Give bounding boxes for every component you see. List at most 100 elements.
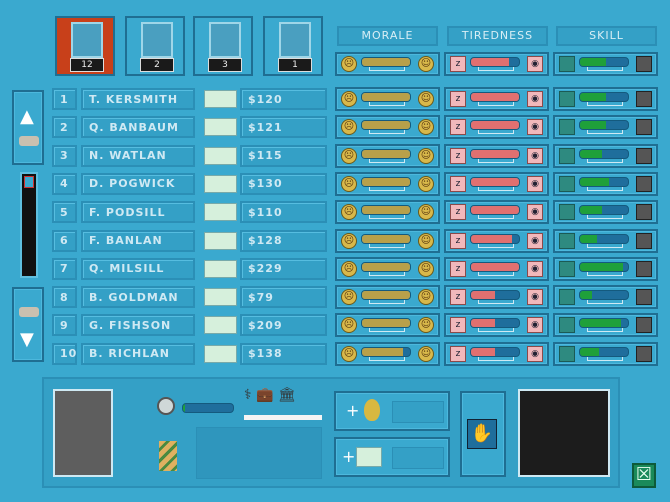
level-bar [361, 290, 411, 301]
cheque-icon [356, 447, 382, 467]
sleep-icon: z [450, 147, 466, 164]
sad-face-icon: ☹ [341, 289, 357, 306]
sad-face-icon: ☹ [341, 91, 357, 107]
level-bar [470, 176, 520, 187]
close-button[interactable]: ☒ [632, 463, 656, 488]
staff-name[interactable]: G. FISHSON [81, 314, 195, 337]
skill-meter [553, 87, 658, 111]
computer-icon [636, 289, 652, 306]
raise-button[interactable]: + [334, 437, 450, 477]
chip-icon [559, 175, 575, 192]
chip-icon [559, 204, 575, 221]
level-bar [579, 318, 629, 329]
sack-button[interactable]: ✋ [460, 391, 506, 477]
staff-type-tab[interactable]: 1 [263, 16, 323, 76]
staff-number[interactable]: 6 [52, 229, 77, 252]
staff-type-tab[interactable]: 12 [55, 16, 115, 76]
staff-number[interactable]: 2 [52, 116, 77, 139]
staff-number[interactable]: 1 [52, 88, 77, 110]
doctor-portrait-icon [71, 22, 103, 58]
sleep-icon: z [450, 175, 466, 192]
sleep-icon: z [450, 119, 466, 136]
level-bar [361, 318, 411, 329]
staff-group-icon [19, 136, 39, 146]
staff-name[interactable]: Q. MILSILL [81, 257, 195, 280]
skill-meter [553, 52, 658, 76]
happy-face-icon: ☺ [418, 232, 434, 249]
staff-name[interactable]: B. RICHLAN [81, 342, 195, 365]
staff-salary: $115 [240, 144, 327, 167]
staff-name[interactable]: D. POGWICK [81, 172, 195, 195]
cheque-icon [204, 90, 237, 108]
tiredness-meter: z ◉ [444, 87, 549, 111]
scrollbar-thumb[interactable] [24, 176, 34, 188]
staff-name[interactable]: F. PODSILL [81, 201, 195, 224]
morale-meter: ☹ ☺ [335, 171, 440, 196]
money-bag-icon [364, 399, 380, 421]
level-bar [361, 261, 411, 272]
staff-number[interactable]: 4 [52, 172, 77, 195]
staff-salary: $209 [240, 314, 327, 337]
level-bar [361, 176, 411, 187]
happy-face-icon: ☺ [418, 119, 434, 136]
level-bar [470, 261, 520, 272]
scroll-down-button[interactable]: ▼ [12, 287, 44, 362]
staff-name[interactable]: T. KERSMITH [81, 88, 195, 110]
staff-name[interactable]: Q. BANBAUM [81, 116, 195, 139]
eye-icon: ◉ [527, 147, 543, 164]
level-bar [361, 57, 411, 67]
morale-meter: ☹ ☺ [335, 313, 440, 338]
morale-meter: ☹ ☺ [335, 87, 440, 111]
level-bar [470, 205, 520, 216]
scrollbar-track[interactable] [20, 172, 38, 278]
cheque-icon [204, 231, 237, 250]
pills-icon [159, 441, 177, 471]
sad-face-icon: ☹ [341, 260, 357, 277]
cheque-icon [204, 316, 237, 335]
happy-face-icon: ☺ [418, 317, 434, 334]
staff-number[interactable]: 10 [52, 342, 77, 365]
cheque-icon [204, 146, 237, 165]
level-bar [579, 148, 629, 159]
staff-type-tab[interactable]: 3 [193, 16, 253, 76]
cheque-icon [204, 174, 237, 193]
sleep-icon: z [450, 91, 466, 107]
staff-name[interactable]: B. GOLDMAN [81, 286, 195, 309]
staff-portrait-view [53, 389, 113, 477]
bonus-button[interactable]: + [334, 391, 450, 431]
level-bar [470, 290, 520, 301]
staff-name[interactable]: F. BANLAN [81, 229, 195, 252]
computer-icon [636, 147, 652, 164]
header-tiredness: TIREDNESS [447, 26, 548, 46]
staff-type-tab[interactable]: 2 [125, 16, 185, 76]
staff-number[interactable]: 7 [52, 257, 77, 280]
skill-meter [553, 200, 658, 225]
computer-icon [636, 232, 652, 249]
happy-face-icon: ☺ [418, 289, 434, 306]
header-morale: MORALE [337, 26, 438, 46]
tiredness-meter: z ◉ [444, 341, 549, 366]
tiredness-meter: z ◉ [444, 115, 549, 140]
staff-number[interactable]: 5 [52, 201, 77, 224]
staff-number[interactable]: 9 [52, 314, 77, 337]
scroll-up-button[interactable]: ▲ [12, 90, 44, 165]
staff-detail-panel: ⚕ 💼 🏛 + + ✋ [42, 377, 620, 488]
skill-meter [553, 115, 658, 140]
cheque-icon [204, 344, 237, 363]
staff-salary: $130 [240, 172, 327, 195]
skill-meter [553, 313, 658, 338]
level-bar [579, 290, 629, 301]
staff-number[interactable]: 8 [52, 286, 77, 309]
sad-face-icon: ☹ [341, 56, 357, 72]
level-bar [579, 57, 629, 67]
staff-name[interactable]: N. WATLAN [81, 144, 195, 167]
sad-face-icon: ☹ [341, 317, 357, 334]
computer-icon [636, 317, 652, 334]
tiredness-meter: z ◉ [444, 200, 549, 225]
level-bar [361, 92, 411, 102]
handyman-portrait-icon [209, 22, 241, 58]
staff-number[interactable]: 3 [52, 144, 77, 167]
skill-meter [553, 256, 658, 281]
happy-face-icon: ☺ [418, 175, 434, 192]
morale-meter: ☹ ☺ [335, 52, 440, 76]
